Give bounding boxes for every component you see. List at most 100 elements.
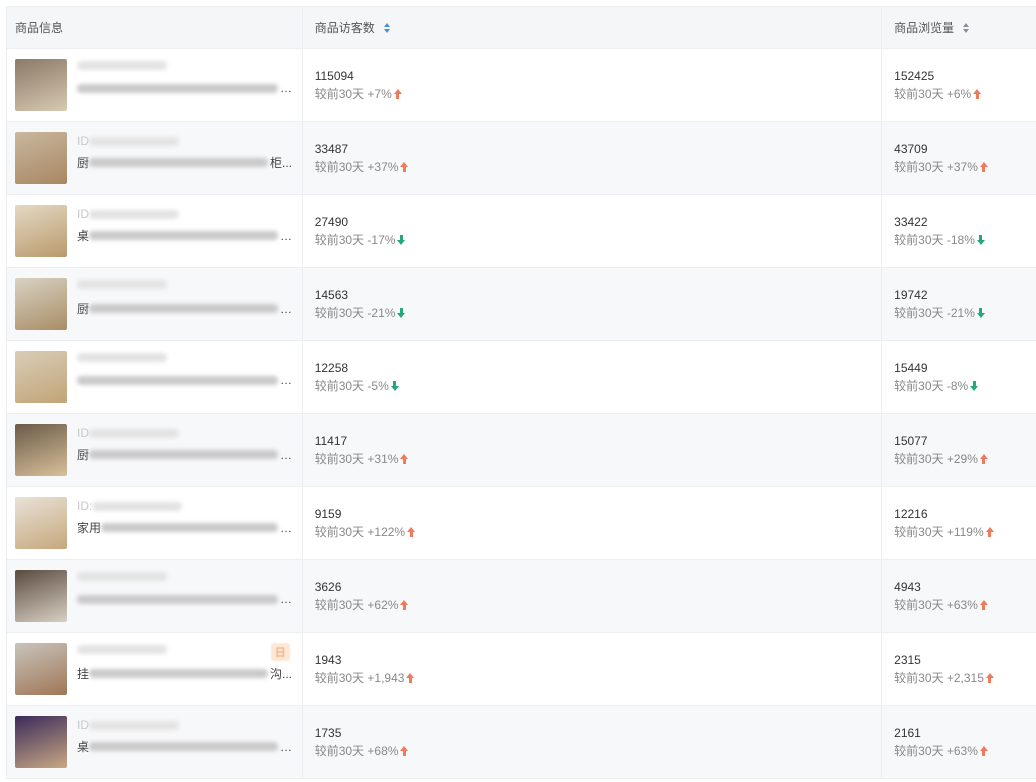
blurred-id [77,645,167,654]
product-info-cell: … [7,49,303,121]
table-row[interactable]: ID 厨柜... 33487 较前30天 +37% 43709 较前30天 +3… [7,122,1036,195]
arrow-down-icon [397,235,406,245]
product-id [77,353,167,362]
views-value: 2315 [894,652,921,667]
views-change: 较前30天 +63% [894,742,1036,761]
visitors-change: 较前30天 +7% [315,85,881,104]
product-thumbnail[interactable] [15,59,67,111]
visitors-cell: 11417 较前30天 +31% [303,414,883,486]
product-title[interactable]: … [77,81,292,95]
arrow-up-icon [400,162,409,172]
views-change: 较前30天 +2,315 [894,669,1036,688]
visitors-change: 较前30天 +37% [315,158,881,177]
product-info-cell: ID 桌… [7,195,303,267]
blurred-title [77,83,278,93]
product-title[interactable]: 桌… [77,739,292,755]
views-value: 152425 [894,68,935,83]
visitors-value: 115094 [314,68,354,83]
product-title[interactable]: 厨… [77,301,292,317]
views-change: 较前30天 -18% [894,231,1036,250]
product-info-cell: ID 厨… [7,414,303,486]
product-thumbnail[interactable] [15,497,67,549]
arrow-down-icon [976,235,985,245]
product-title[interactable]: … [77,592,292,606]
arrow-up-icon [979,600,988,610]
visitors-cell: 115094 较前30天 +7% [303,49,883,121]
visitors-value: 14563 [314,287,349,302]
product-id: ID [77,426,179,440]
views-cell: 12216 较前30天 +119% [882,487,1036,559]
table-header: 商品信息 商品访客数 商品浏览量 [7,7,1036,49]
visitors-value: 12258 [314,360,349,375]
visitors-change: 较前30天 +62% [315,596,881,615]
product-title[interactable]: 厨柜... [77,156,292,170]
visitors-cell: 1943 较前30天 +1,943 [303,633,883,705]
blurred-title [89,158,268,167]
arrow-up-icon [973,89,982,99]
product-thumbnail[interactable] [15,716,67,768]
header-product-info: 商品信息 [7,7,303,48]
table-row[interactable]: ID 桌… 1735 较前30天 +68% 2161 较前30天 +63% [7,706,1036,779]
product-thumbnail[interactable] [15,351,67,403]
table-row[interactable]: 日 挂沟... 1943 较前30天 +1,943 2315 较前30天 +2,… [7,633,1036,706]
product-id: ID [77,134,179,148]
table-row[interactable]: 厨… 14563 较前30天 -21% 19742 较前30天 -21% [7,268,1036,341]
views-value: 33422 [894,214,928,229]
product-thumbnail[interactable] [15,278,67,330]
product-id [77,61,167,70]
views-value: 12216 [894,506,928,521]
arrow-down-icon [390,381,399,391]
blurred-title [77,594,278,604]
product-id: ID [77,207,179,221]
product-title[interactable]: 家用… [77,520,292,536]
views-change: 较前30天 +63% [894,596,1036,615]
product-id: ID [77,718,179,732]
product-info-cell: … [7,341,303,413]
product-info-cell: … [7,560,303,632]
views-value: 15077 [894,433,928,448]
blurred-id [77,61,167,70]
table-row[interactable]: … 3626 较前30天 +62% 4943 较前30天 +63% [7,560,1036,633]
product-title[interactable]: 厨… [77,447,292,463]
table-row[interactable]: ID 桌… 27490 较前30天 -17% 33422 较前30天 -18% [7,195,1036,268]
sort-icon[interactable] [383,22,390,33]
blurred-id [89,428,179,438]
blurred-title [89,669,268,678]
visitors-value: 1943 [314,652,342,667]
product-title[interactable]: 挂沟... [77,667,292,681]
visitors-value: 9159 [314,506,342,521]
visitors-cell: 27490 较前30天 -17% [303,195,883,267]
arrow-up-icon [985,527,994,537]
table-row[interactable]: … 12258 较前30天 -5% 15449 较前30天 -8% [7,341,1036,414]
product-thumbnail[interactable] [15,424,67,476]
product-thumbnail[interactable] [15,643,67,695]
header-views[interactable]: 商品浏览量 [882,7,1036,48]
visitors-change: 较前30天 -17% [315,231,881,250]
views-value: 4943 [894,579,921,594]
product-title[interactable]: 桌… [77,228,292,244]
views-cell: 2161 较前30天 +63% [882,706,1036,778]
visitors-change: 较前30天 +1,943 [315,669,881,688]
visitors-change: 较前30天 +122% [315,523,881,542]
product-thumbnail[interactable] [15,205,67,257]
table-row[interactable]: ID: 家用… 9159 较前30天 +122% 12216 较前30天 +11… [7,487,1036,560]
arrow-up-icon [407,527,416,537]
product-thumbnail[interactable] [15,132,67,184]
product-title[interactable]: … [77,373,292,387]
visitors-cell: 14563 较前30天 -21% [303,268,883,340]
product-tag: 日 [270,643,290,661]
blurred-title [77,375,278,385]
blurred-title [89,231,278,240]
blurred-title [101,523,278,532]
sort-icon[interactable] [963,22,970,33]
views-value: 15449 [894,360,928,375]
table-row[interactable]: … 115094 较前30天 +7% 152425 较前30天 +6% [7,49,1036,122]
table-row[interactable]: ID 厨… 11417 较前30天 +31% 15077 较前30天 +29% [7,414,1036,487]
views-change: 较前30天 +37% [894,158,1036,177]
header-visitors[interactable]: 商品访客数 [303,7,883,48]
visitors-value: 1735 [314,725,342,740]
visitors-cell: 12258 较前30天 -5% [303,341,883,413]
product-thumbnail[interactable] [15,570,67,622]
blurred-id [92,501,183,511]
blurred-title [89,742,278,751]
